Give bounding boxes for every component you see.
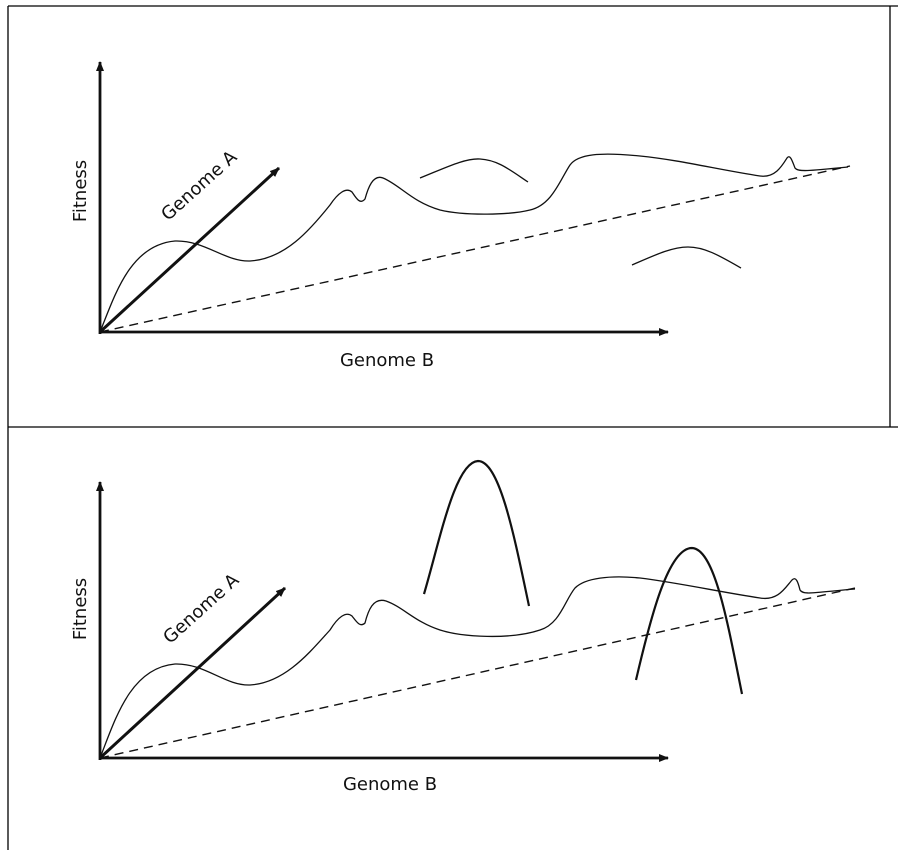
panel-top: Fitness Genome A Genome B [70, 61, 851, 371]
baseline-dashed-line [99, 587, 856, 759]
panel-bottom: Fitness Genome A Genome B [70, 459, 856, 795]
genome-a-axis [98, 586, 287, 760]
tall-fitness-peak-left [422, 459, 531, 607]
y-axis-label: Fitness [70, 160, 91, 222]
y-axis-label: Fitness [70, 578, 91, 640]
tall-fitness-peak-right [634, 546, 744, 695]
x-axis-label: Genome B [343, 774, 437, 795]
floating-peak-lower [631, 246, 742, 269]
fitness-landscape-curve [99, 153, 849, 333]
baseline-dashed-line [99, 165, 851, 333]
x-axis-label: Genome B [340, 350, 434, 371]
figure-frame [7, 5, 898, 850]
fitness-landscape-curve [99, 576, 856, 759]
genome-a-axis [98, 166, 281, 334]
floating-peak-upper [419, 158, 529, 183]
